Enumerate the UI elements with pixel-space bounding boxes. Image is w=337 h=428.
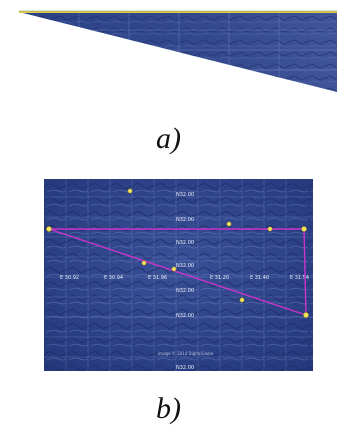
placemark-pin — [239, 297, 245, 303]
placemark-pin — [171, 266, 177, 272]
panel-a-terrain-image — [19, 10, 337, 92]
caption-b: b) — [156, 392, 181, 425]
placemark-pin — [301, 226, 307, 232]
grid-label-v3: N32.00 — [176, 240, 194, 246]
grid-label-h3: E 31.96 — [148, 275, 167, 281]
coordinate-grid — [44, 179, 313, 371]
placemark-pin — [226, 221, 232, 227]
grid-label-h6: E 31.54 — [290, 275, 309, 281]
grid-label-h5: E 31.40 — [250, 275, 269, 281]
flight-track-line — [48, 228, 307, 316]
grid-label-h2: E 30.94 — [104, 275, 123, 281]
grid-label-v1: N32.00 — [176, 192, 194, 198]
panel-b-map-image: N32.00 N32.00 N32.00 N32.00 N32.00 N32.0… — [44, 179, 313, 371]
grid-label-v6: N32.00 — [176, 313, 194, 319]
placemark-pin — [46, 226, 52, 232]
placemark-pin — [267, 226, 273, 232]
imagery-credit: Image © 2014 DigitalGlobe — [158, 351, 214, 356]
grid-label-h4: E 31.20 — [210, 275, 229, 281]
placemark-pin — [141, 260, 147, 266]
grid-label-v2: N32.00 — [176, 217, 194, 223]
placemarks — [46, 188, 309, 318]
horizontal-grid-labels: E 30.92 E 30.94 E 31.96 E 31.20 E 31.40 … — [60, 275, 309, 281]
grid-label-h1: E 30.92 — [60, 275, 79, 281]
placemark-pin — [127, 188, 133, 194]
caption-a: a) — [156, 122, 181, 155]
terrain-band — [19, 12, 337, 92]
grid-label-v4: N32.00 — [176, 263, 194, 269]
grid-label-v7: N32.00 — [176, 365, 194, 371]
grid-label-v5: N32.00 — [176, 288, 194, 294]
placemark-pin — [303, 312, 309, 318]
vertical-grid-labels: N32.00 N32.00 N32.00 N32.00 N32.00 N32.0… — [176, 192, 194, 371]
